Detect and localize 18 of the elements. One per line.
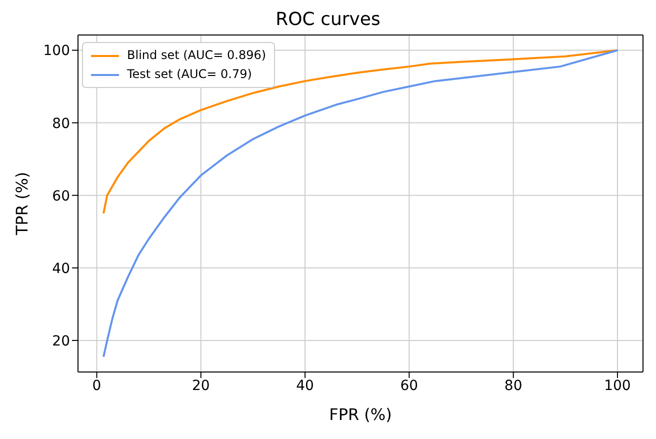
chart-title: ROC curves	[274, 8, 382, 32]
x-axis-title: FPR (%)	[329, 405, 392, 424]
x-tick-label: 100	[604, 378, 631, 394]
legend-label: Blind set (AUC= 0.896)	[127, 47, 266, 64]
line-series	[102, 49, 618, 214]
legend-label: Test set (AUC= 0.79)	[127, 66, 252, 83]
x-tick-label: 60	[400, 378, 418, 394]
y-tick-label: 20	[52, 333, 70, 350]
x-tick-label: 40	[296, 378, 314, 394]
y-tick-label: 80	[52, 116, 70, 132]
y-tick-label: 60	[52, 188, 70, 204]
line-series	[102, 49, 618, 358]
y-axis-title: TPR (%)	[12, 172, 32, 236]
x-tick-label: 20	[192, 378, 210, 394]
y-tick-label: 100	[43, 43, 70, 60]
x-tick-label: 0	[92, 378, 102, 394]
y-tick-label: 40	[52, 260, 70, 277]
x-tick-label: 80	[504, 378, 522, 394]
